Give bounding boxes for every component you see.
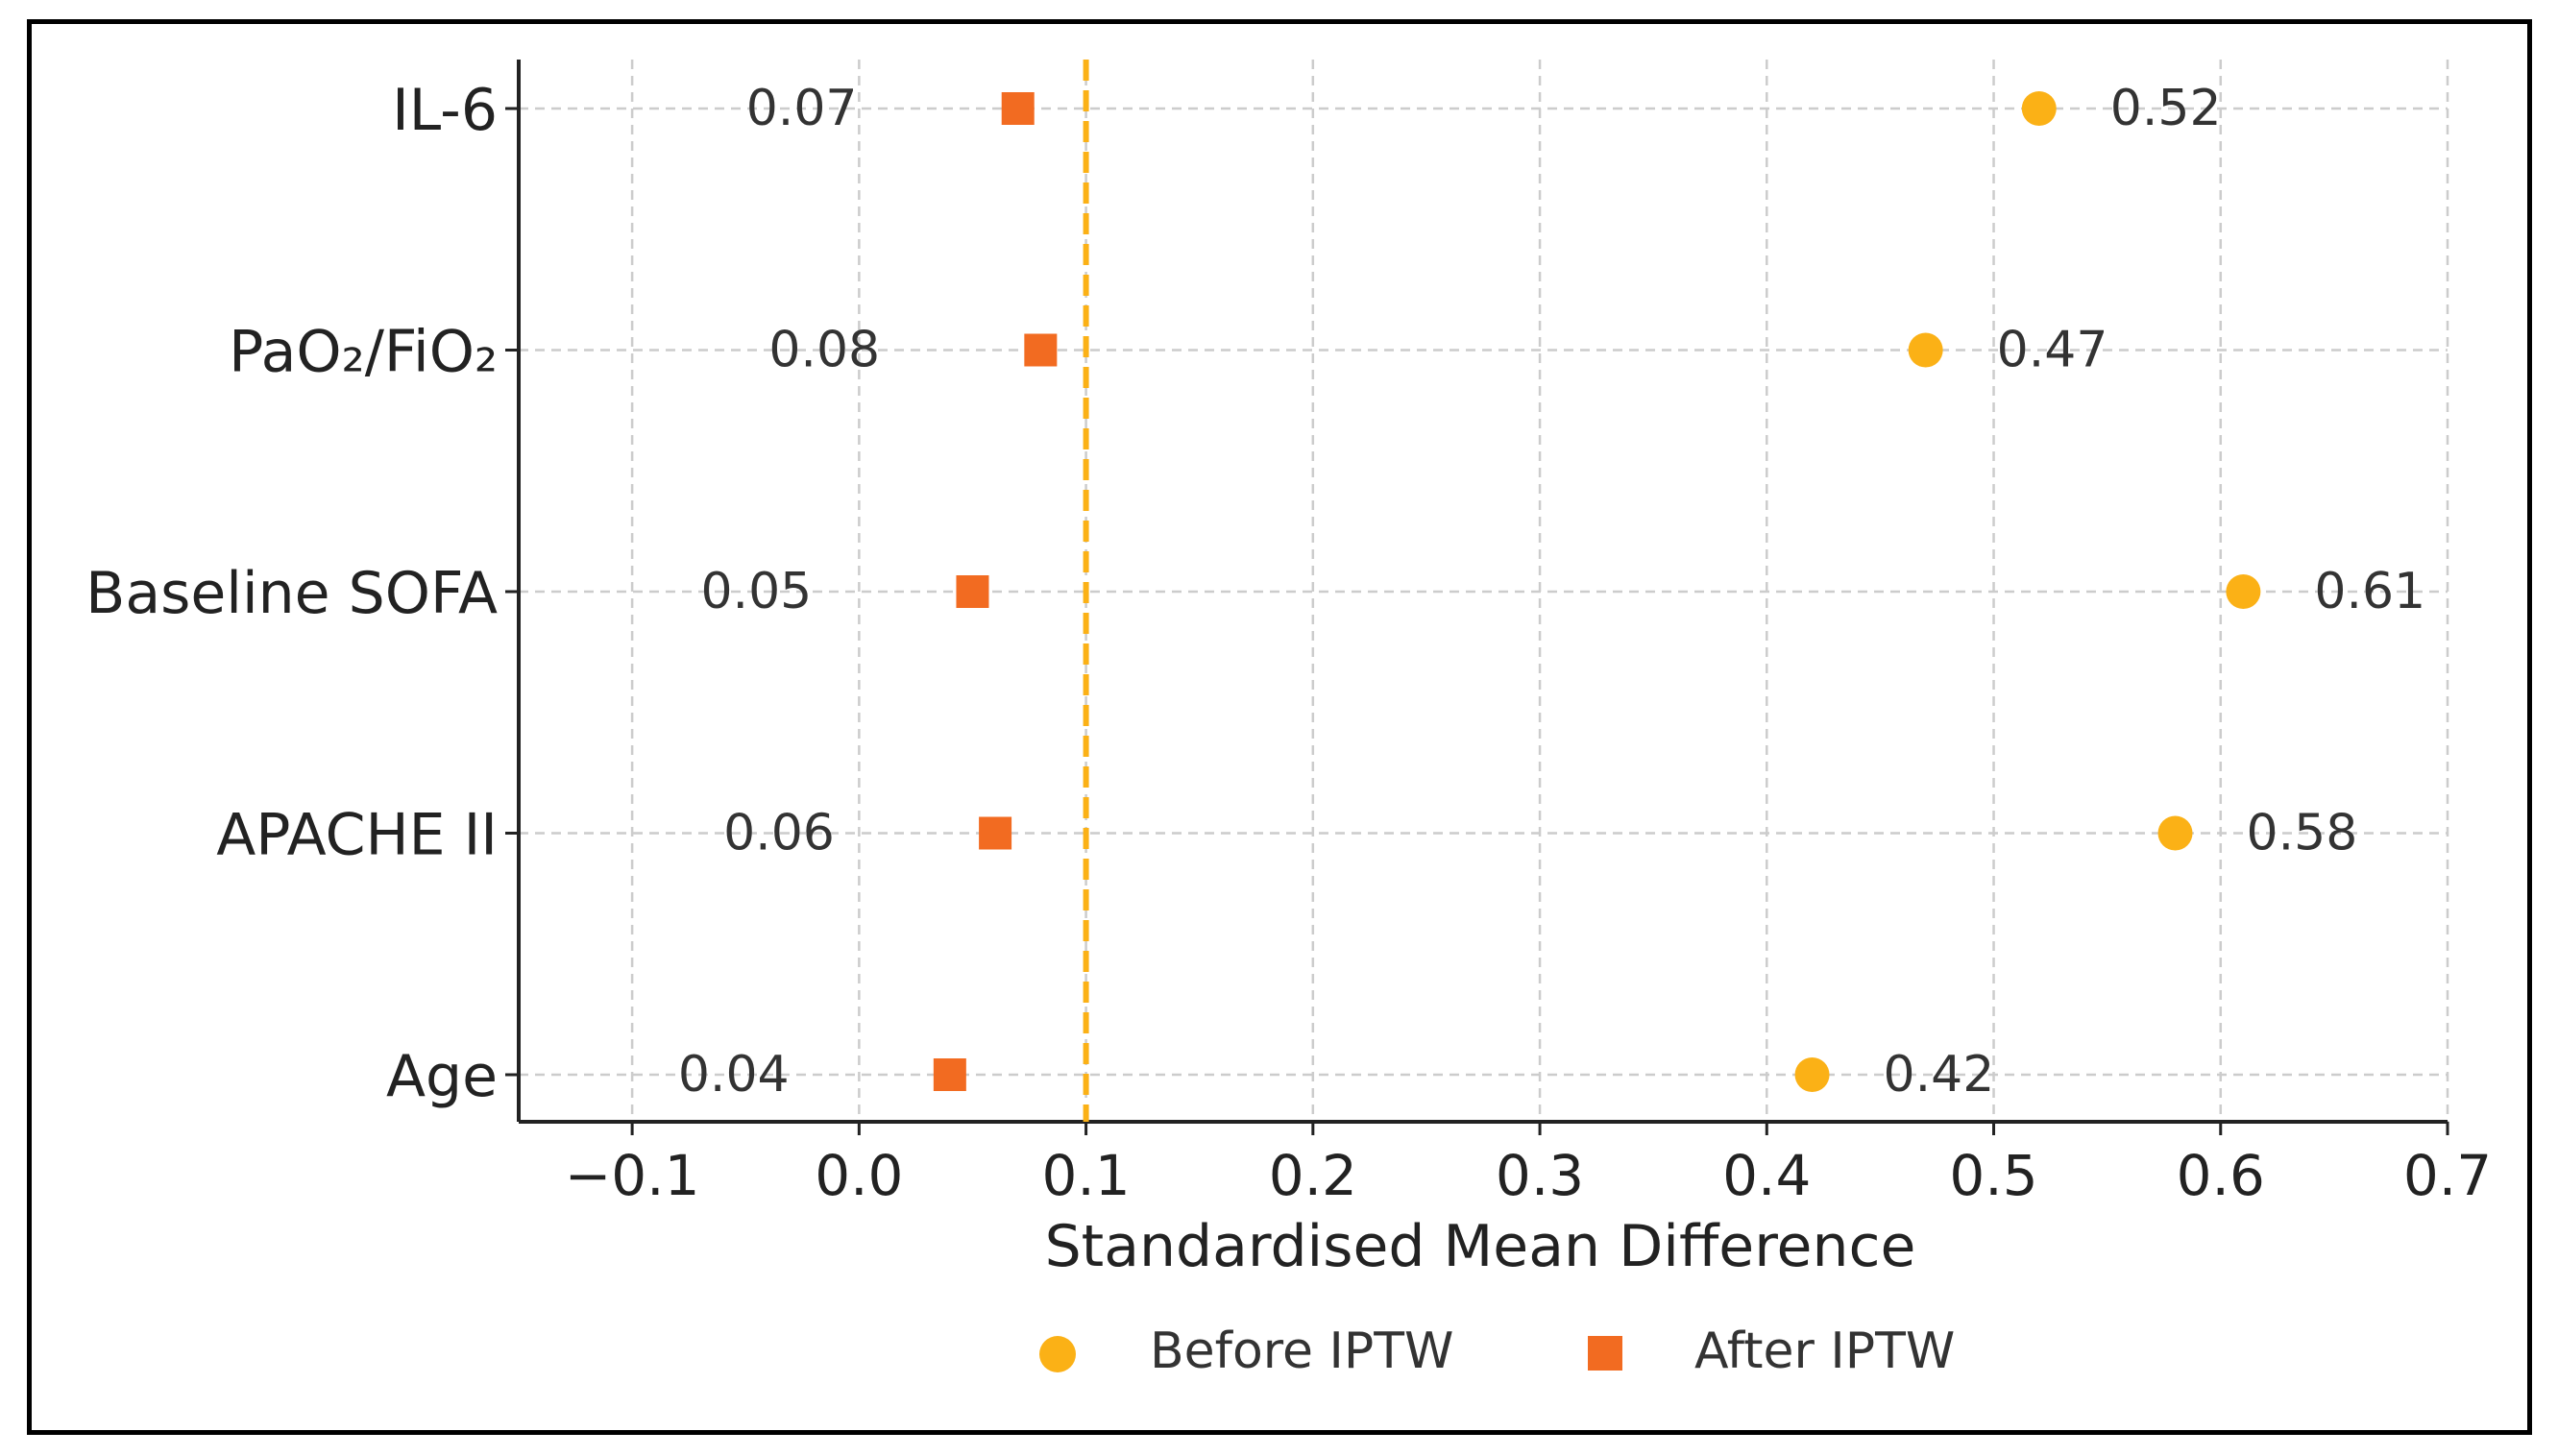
after-iptw-point-pao-fio (1024, 333, 1058, 367)
x-tick-label: 0.4 (1722, 1143, 1811, 1208)
data-labels-layer: 0.52 0.47 0.61 0.58 0.42 0.07 0.08 0.05 0.06 0.04 (678, 80, 2425, 1104)
y-tick-label-age: Age (386, 1043, 498, 1110)
x-tick-label: 0.7 (2403, 1143, 2492, 1208)
y-tick-label-pao-fio: PaO₂/FiO₂ (229, 319, 498, 386)
legend-after-iptw-label: After IPTW (1694, 1323, 1955, 1380)
y-tick-label-baseline-sofa: Baseline SOFA (85, 560, 498, 627)
after-iptw-label-age: 0.04 (678, 1046, 790, 1104)
before-iptw-label-age: 0.42 (1884, 1046, 1995, 1104)
legend-after-iptw-marker (1588, 1336, 1622, 1371)
x-tick-label: 0.6 (2177, 1143, 2265, 1208)
x-tick-label: 0.5 (1949, 1143, 2037, 1208)
y-tick-label-il-6: IL-6 (392, 77, 498, 144)
legend: Before IPTW After IPTW (1039, 1323, 1955, 1380)
after-iptw-point-apache-ii (979, 816, 1012, 850)
after-iptw-label-il-6: 0.07 (746, 80, 858, 137)
legend-before-iptw-marker (1039, 1336, 1076, 1372)
figure-frame (27, 19, 2532, 1435)
before-iptw-point-apache-ii (2157, 815, 2193, 851)
x-tick-label: 0.1 (1041, 1143, 1130, 1208)
after-iptw-point-age (933, 1058, 966, 1091)
x-tick-label: 0.2 (1269, 1143, 1357, 1208)
after-iptw-label-apache-ii: 0.06 (723, 805, 835, 862)
x-tick-label: 0.3 (1496, 1143, 1584, 1208)
before-iptw-label-apache-ii: 0.58 (2247, 805, 2358, 862)
before-iptw-label-baseline-sofa: 0.61 (2314, 563, 2425, 620)
after-iptw-point-baseline-sofa (956, 575, 989, 608)
after-iptw-label-pao-fio: 0.08 (768, 322, 880, 379)
y-tick-label-apache-ii: APACHE II (216, 802, 498, 869)
legend-before-iptw-label: Before IPTW (1150, 1323, 1453, 1380)
after-iptw-label-baseline-sofa: 0.05 (700, 563, 812, 620)
before-iptw-label-il-6: 0.52 (2110, 80, 2222, 137)
axis-layer: −0.1 0.0 0.1 0.2 0.3 0.4 0.5 0.6 0.7 IL-6 PaO₂/FiO… (85, 60, 2492, 1208)
grid-layer (519, 60, 2449, 1122)
x-tick-label: 0.0 (815, 1143, 903, 1208)
before-iptw-point-il-6 (2021, 91, 2057, 126)
after-iptw-point-il-6 (1001, 92, 1035, 125)
x-axis-label: Standardised Mean Difference (1045, 1213, 1916, 1280)
marks-layer (933, 91, 2261, 1092)
before-iptw-label-pao-fio: 0.47 (1997, 322, 2108, 379)
before-iptw-point-baseline-sofa (2226, 574, 2261, 609)
x-tick-label: −0.1 (565, 1143, 700, 1208)
before-iptw-point-pao-fio (1908, 332, 1943, 368)
before-iptw-point-age (1794, 1057, 1830, 1092)
